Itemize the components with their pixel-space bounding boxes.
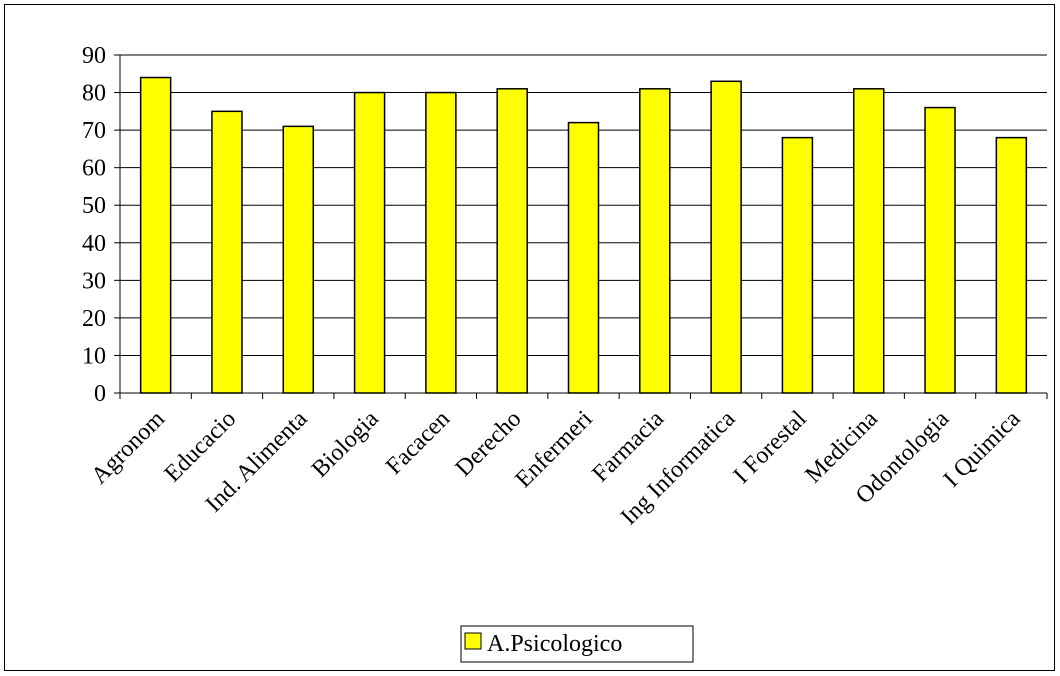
- bar-farmacia: [639, 88, 671, 394]
- legend: A.Psicologico: [460, 625, 694, 663]
- bar-derecho: [496, 88, 528, 394]
- bar-i-quimica: [995, 136, 1028, 394]
- bar-facacen: [425, 91, 457, 394]
- bar-odontologia: [924, 106, 956, 394]
- legend-label: A.Psicologico: [487, 631, 622, 657]
- x-tick-label: Facacen: [381, 406, 455, 480]
- bar-educacio: [211, 110, 243, 394]
- y-tick-label: 50: [82, 193, 106, 219]
- bar-ing-informatica: [710, 80, 742, 394]
- x-tick-label: Enfermeri: [511, 406, 598, 493]
- bar-ind-alimenta: [282, 125, 315, 394]
- y-tick-label: 70: [82, 118, 106, 144]
- y-tick-label: 80: [82, 81, 106, 107]
- y-tick-label: 10: [82, 343, 106, 369]
- y-tick-label: 0: [94, 381, 106, 407]
- x-tick-label: I Quimica: [939, 406, 1026, 493]
- bar-enfermeri: [567, 121, 600, 394]
- x-tick-label: Biologia: [307, 406, 384, 483]
- bar-medicina: [852, 88, 885, 394]
- y-tick-labels: 0 10 20 30 40 50 60 70 80 90: [82, 43, 106, 407]
- x-tick-label: Agronom: [86, 406, 170, 490]
- bar-i-forestal: [781, 136, 814, 394]
- legend-swatch: [464, 632, 482, 650]
- y-tick-label: 20: [82, 306, 106, 332]
- bar-agronom: [139, 76, 172, 394]
- y-tick-label: 90: [82, 43, 106, 69]
- bar-biologia: [353, 91, 386, 394]
- y-tick-label: 40: [82, 231, 106, 257]
- axes: [114, 54, 1048, 399]
- bars: [139, 76, 1028, 394]
- x-tick-label: I Forestal: [729, 406, 812, 489]
- legend-box: [460, 625, 694, 663]
- y-tick-label: 60: [82, 156, 106, 182]
- y-tick-label: 30: [82, 268, 106, 294]
